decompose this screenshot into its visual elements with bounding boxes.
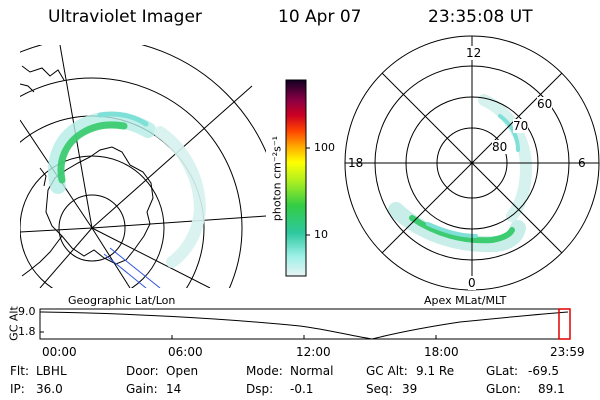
status-ip-value: 36.0	[36, 382, 63, 396]
status-door-label: Door:	[126, 364, 159, 378]
timeline-ytick-bottom: 1.8	[18, 325, 36, 338]
timeline-tick-2359: 23:59	[550, 345, 585, 359]
mlt-label-12: 12	[466, 46, 482, 60]
status-glon-label: GLon:	[486, 382, 521, 396]
timeline-tick-1800: 18:00	[424, 345, 459, 359]
status-mode-label: Mode:	[246, 364, 283, 378]
right-map-caption: Apex MLat/MLT	[424, 294, 507, 307]
observation-date: 10 Apr 07	[278, 7, 362, 27]
status-glon-value: 89.1	[538, 382, 565, 396]
altitude-timeline	[39, 308, 571, 340]
timeline-tick-1200: 12:00	[296, 345, 331, 359]
status-glat-value: -69.5	[528, 364, 560, 378]
status-flt-label: Flt:	[10, 364, 29, 378]
right-polar-plot	[344, 35, 600, 291]
mlat-label-80: 80	[492, 140, 508, 154]
status-dsp-label: Dsp:	[246, 382, 274, 396]
left-map-caption: Geographic Lat/Lon	[68, 294, 176, 307]
mlt-label-0: 0	[468, 276, 476, 290]
observation-time: 23:35:08 UT	[428, 7, 533, 27]
mlt-label-6: 6	[578, 156, 586, 170]
timeline-tick-0600: 06:00	[168, 345, 203, 359]
right-auroral-oval	[388, 94, 533, 253]
status-gain-value: 14	[166, 382, 182, 396]
status-ip-label: IP:	[10, 382, 25, 396]
mlat-label-60: 60	[537, 97, 553, 111]
status-gcalt-label: GC Alt:	[366, 364, 408, 378]
left-auroral-oval	[48, 111, 207, 268]
timeline-ytick-top: 9.0	[18, 305, 36, 318]
status-mode-value: Normal	[290, 364, 334, 378]
colorbar-unit-label: photon cm⁻²s⁻¹	[270, 135, 284, 222]
colorbar-tick-10: 10	[314, 228, 328, 241]
intensity-colorbar	[285, 79, 307, 277]
status-gain-label: Gain:	[126, 382, 158, 396]
mlt-label-18: 18	[348, 156, 364, 170]
timeline-tick-0000: 00:00	[42, 345, 77, 359]
status-flt-value: LBHL	[36, 364, 67, 378]
status-seq-label: Seq:	[366, 382, 393, 396]
status-door-value: Open	[166, 364, 199, 378]
status-seq-value: 39	[402, 382, 418, 396]
instrument-title: Ultraviolet Imager	[48, 7, 202, 27]
current-time-marker	[558, 308, 571, 340]
status-gcalt-value: 9.1 Re	[416, 364, 455, 378]
status-glat-label: GLat:	[486, 364, 519, 378]
mlat-label-70: 70	[513, 119, 529, 133]
colorbar-tick-100: 100	[314, 141, 335, 154]
status-dsp-value: -0.1	[290, 382, 314, 396]
